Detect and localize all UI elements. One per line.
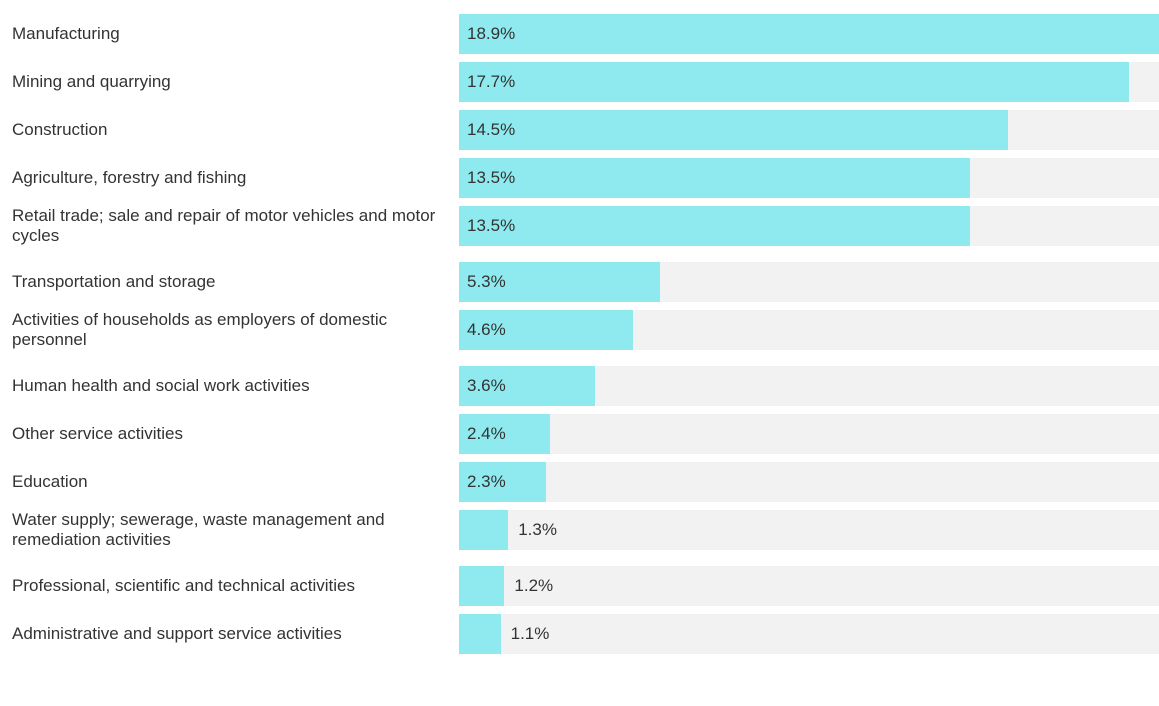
category-label: Transportation and storage — [12, 272, 216, 291]
category-label: Professional, scientific and technical a… — [12, 576, 355, 595]
value-label: 18.9% — [467, 24, 516, 43]
bar-track: 13.5% — [459, 158, 1159, 198]
bar — [459, 462, 547, 502]
category-label: Water supply; sewerage, waste management… — [12, 510, 385, 549]
value-label: 4.6% — [467, 320, 506, 339]
bar — [459, 366, 596, 406]
category-label: Agriculture, forestry and fishing — [12, 168, 247, 187]
bar-track: 17.7% — [459, 62, 1159, 102]
bar — [459, 62, 1129, 102]
value-label: 2.3% — [467, 472, 506, 491]
bar-track: 18.9% — [459, 14, 1159, 54]
value-label: 1.2% — [514, 576, 554, 595]
bar-track: 3.6% — [459, 366, 1159, 406]
bar-row: Transportation and storage 5.3% — [0, 262, 1159, 302]
bar — [459, 566, 505, 606]
bar-track: 5.3% — [459, 262, 1159, 302]
bar-row: Manufacturing 18.9% — [0, 14, 1159, 54]
bar — [459, 110, 1008, 150]
category-label: Mining and quarrying — [12, 72, 171, 91]
bar-row: Agriculture, forestry and fishing 13.5% — [0, 158, 1159, 198]
bar — [459, 510, 509, 550]
bar-row: Professional, scientific and technical a… — [0, 566, 1159, 606]
value-label: 1.1% — [510, 624, 550, 643]
bar-row: Education 2.3% — [0, 462, 1159, 502]
bar-row: Other service activities 2.4% — [0, 414, 1159, 454]
bar — [459, 414, 550, 454]
category-label: Other service activities — [12, 424, 183, 443]
category-label: Retail trade; sale and repair of motor v… — [12, 206, 436, 245]
category-label: Activities of households as employers of… — [12, 310, 388, 349]
value-label: 17.7% — [467, 72, 516, 91]
bar-track: 2.4% — [459, 414, 1159, 454]
bar-track: 1.3% — [459, 510, 1159, 550]
bar-row: Water supply; sewerage, waste management… — [0, 510, 1159, 550]
value-label: 13.5% — [467, 216, 516, 235]
bar — [459, 158, 970, 198]
category-label: Human health and social work activities — [12, 376, 310, 395]
category-label: Construction — [12, 120, 108, 139]
bar — [459, 262, 660, 302]
category-label: Education — [12, 472, 88, 491]
bar — [459, 206, 970, 246]
category-label: Administrative and support service activ… — [12, 624, 342, 643]
value-label: 13.5% — [467, 168, 516, 187]
bar — [459, 614, 501, 654]
bar-track: 14.5% — [459, 110, 1159, 150]
bar — [459, 310, 634, 350]
bar — [459, 14, 1159, 54]
value-label: 3.6% — [467, 376, 506, 395]
bar-track: 2.3% — [459, 462, 1159, 502]
bar-row: Activities of households as employers of… — [0, 310, 1159, 350]
value-label: 14.5% — [467, 120, 516, 139]
value-label: 1.3% — [518, 520, 557, 539]
category-label: Manufacturing — [12, 24, 120, 43]
bar-row: Administrative and support service activ… — [0, 614, 1159, 654]
bar-track: 1.1% — [459, 614, 1159, 654]
bar-row: Mining and quarrying 17.7% — [0, 62, 1159, 102]
value-label: 5.3% — [467, 272, 506, 291]
value-label: 2.4% — [467, 424, 506, 443]
bar-row: Human health and social work activities 3… — [0, 366, 1159, 406]
bar-row: Retail trade; sale and repair of motor v… — [0, 206, 1159, 246]
bar-row: Construction 14.5% — [0, 110, 1159, 150]
bar-track: 1.2% — [459, 566, 1159, 606]
bar-track: 13.5% — [459, 206, 1159, 246]
bar-track: 4.6% — [459, 310, 1159, 350]
